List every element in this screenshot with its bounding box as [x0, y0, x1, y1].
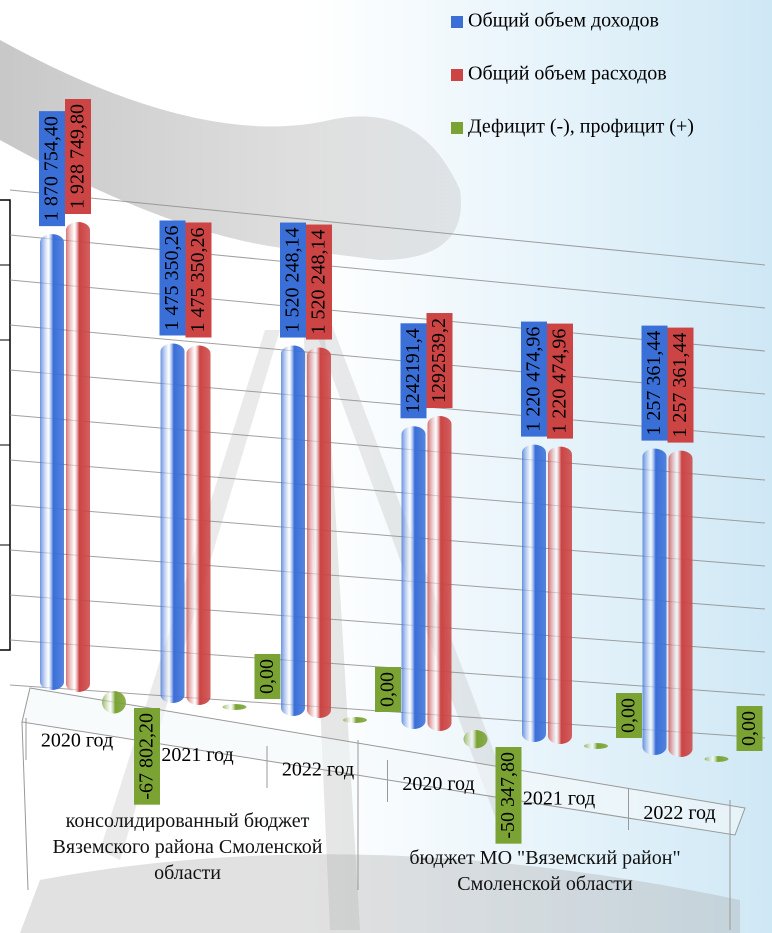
- bar: [643, 449, 667, 755]
- bar: [584, 743, 608, 749]
- legend-swatch: [451, 122, 463, 134]
- bar: [281, 346, 305, 716]
- bar: [669, 451, 693, 757]
- x-tick-label: 2022 год: [643, 802, 715, 824]
- value-label: 0,00: [377, 672, 399, 707]
- value-label: 1 257 361,44: [643, 331, 665, 436]
- x-tick-label: 2022 год: [282, 759, 354, 781]
- value-label: 1 220 474,96: [523, 327, 545, 432]
- value-label: -50 347,80: [497, 752, 519, 839]
- value-label: 1292539,2: [428, 318, 450, 403]
- bar: [161, 343, 185, 703]
- legend-label: Общий объем расходов: [468, 63, 667, 85]
- value-label: 1242191,4: [402, 328, 424, 413]
- bar: [548, 447, 572, 744]
- value-label: 1 475 350,26: [187, 227, 209, 332]
- x-tick-label: 2021 год: [523, 788, 595, 810]
- value-label: 1 475 350,26: [161, 225, 183, 330]
- chart: Общий объем доходов Общий объем расходов Д…: [0, 0, 772, 933]
- legend-swatch: [451, 16, 463, 28]
- value-label: 0,00: [256, 659, 278, 694]
- x-tick-label: 2021 год: [161, 744, 233, 766]
- bar: [705, 756, 729, 762]
- legend: Общий объем доходов Общий объем расходов Д…: [451, 10, 694, 138]
- value-label: 0,00: [618, 698, 640, 733]
- bar: [187, 345, 211, 705]
- bar: [223, 704, 247, 710]
- bar: [102, 691, 126, 714]
- bar: [307, 348, 331, 718]
- value-label: 1 520 248,14: [308, 230, 330, 335]
- legend-label: Дефицит (-), профицит (+): [468, 116, 694, 138]
- value-label: 1 220 474,96: [549, 329, 571, 434]
- bar: [343, 717, 367, 723]
- value-label: 1 257 361,44: [669, 333, 691, 438]
- value-label: 1 870 754,40: [41, 116, 63, 221]
- bar: [522, 445, 546, 742]
- x-tick-label: 2020 год: [41, 730, 113, 752]
- bar: [428, 416, 452, 731]
- value-label: 1 928 749,80: [67, 104, 89, 209]
- bar: [40, 234, 64, 690]
- bar: [66, 222, 90, 692]
- legend-label: Общий объем доходов: [468, 10, 659, 32]
- x-tick-label: 2020 год: [402, 773, 474, 795]
- bar: [402, 426, 426, 729]
- page: Общий объем доходов Общий объем расходов Д…: [0, 0, 772, 933]
- group-label: консолидированный бюджет Вяземского райо…: [20, 808, 355, 886]
- bar: [464, 730, 488, 748]
- value-label: -67 802,20: [136, 713, 158, 800]
- value-label: 1 520 248,14: [282, 228, 304, 333]
- value-label: 0,00: [738, 711, 760, 746]
- legend-swatch: [451, 69, 463, 81]
- group-label: бюджет МО "Вяземский район" Смоленской о…: [395, 845, 695, 897]
